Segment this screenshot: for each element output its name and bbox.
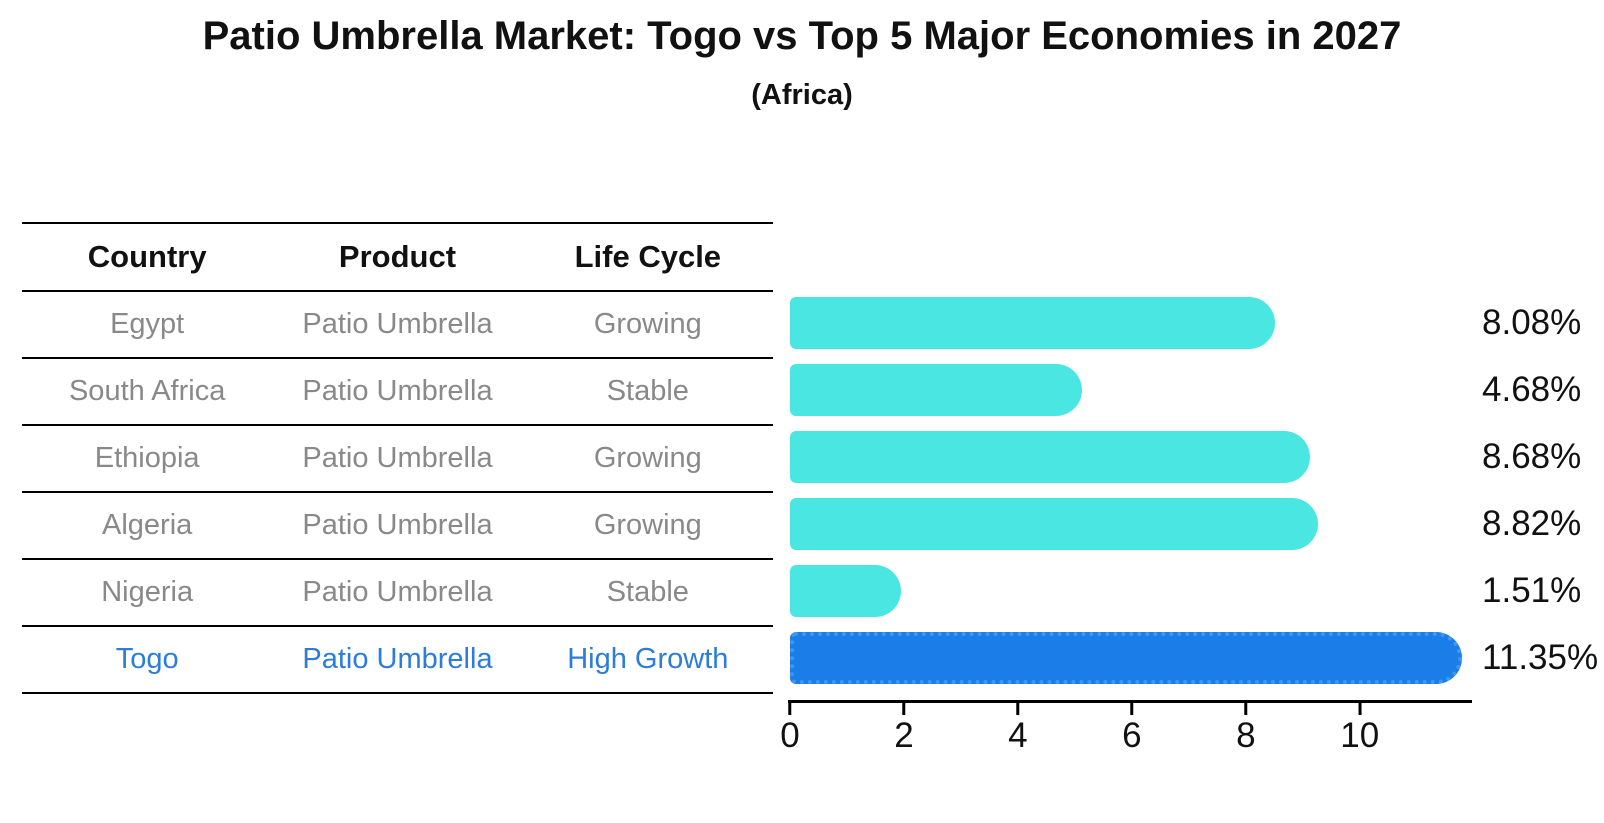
bar-row-nigeria: 1.51% [790,565,1581,617]
value-label-egypt: 8.08% [1482,303,1582,342]
x-tick-label: 4 [1008,716,1028,755]
cell-product: Patio Umbrella [302,643,493,675]
x-tick-2: 2 [894,702,914,756]
x-tick-4: 4 [1008,702,1028,756]
bar-ethiopia [790,431,1310,483]
x-tick-mark [788,702,792,715]
bar-togo-highlighted [790,632,1462,684]
table-row-ethiopia: Ethiopia Patio Umbrella Growing [22,426,773,493]
bar-row-ethiopia: 8.68% [790,431,1581,483]
chart-title: Patio Umbrella Market: Togo vs Top 5 Maj… [202,14,1402,58]
chart-subtitle: (Africa) [751,79,853,111]
x-tick-6: 6 [1122,702,1142,756]
cell-product: Patio Umbrella [302,308,493,340]
value-label-nigeria: 1.51% [1482,571,1582,610]
x-tick-mark [1130,702,1134,715]
value-label-togo: 11.35% [1482,638,1599,677]
cell-country: Togo [115,643,179,675]
table-header-life-cycle: Life Cycle [574,239,722,274]
bar-egypt [790,297,1276,349]
cell-country: Ethiopia [94,442,200,474]
x-tick-8: 8 [1236,702,1256,756]
cell-country: Egypt [110,308,185,340]
x-tick-mark [1244,702,1248,715]
bar-row-egypt: 8.08% [790,297,1581,349]
x-tick-label: 0 [780,716,800,755]
cell-life-cycle: High Growth [567,643,729,675]
cell-life-cycle: Growing [593,509,702,541]
table-header-product: Product [338,239,457,274]
table-row-togo: Togo Patio Umbrella High Growth [22,627,773,694]
x-tick-label: 6 [1122,716,1142,755]
x-tick-0: 0 [780,702,800,756]
cell-life-cycle: Stable [606,576,689,608]
x-tick-10: 10 [1340,702,1379,756]
cell-product: Patio Umbrella [302,509,493,541]
x-tick-label: 8 [1236,716,1256,755]
cell-life-cycle: Growing [593,442,702,474]
x-tick-mark [1016,702,1020,715]
table-row-nigeria: Nigeria Patio Umbrella Stable [22,560,773,627]
cell-life-cycle: Growing [593,308,702,340]
cell-product: Patio Umbrella [302,442,493,474]
x-tick-mark [1358,702,1362,715]
table-row-egypt: Egypt Patio Umbrella Growing [22,292,773,359]
x-axis-ticks: 0 2 4 6 8 10 [780,702,1468,772]
bar-nigeria [790,565,902,617]
cell-country: Nigeria [101,576,194,608]
bar-row-algeria: 8.82% [790,498,1581,550]
bar-row-togo: 11.35% [790,632,1598,684]
cell-life-cycle: Stable [606,375,689,407]
value-label-ethiopia: 8.68% [1482,437,1582,476]
table-header-row: Country Product Life Cycle [22,224,773,292]
table-row-south-africa: South Africa Patio Umbrella Stable [22,359,773,426]
cell-product: Patio Umbrella [302,576,493,608]
cell-product: Patio Umbrella [302,375,493,407]
value-label-algeria: 8.82% [1482,504,1582,543]
bar-south-africa [790,364,1082,416]
table-row-algeria: Algeria Patio Umbrella Growing [22,493,773,560]
x-tick-mark [902,702,906,715]
bar-chart: 8.08% 4.68% 8.68% 8.82% 1.51% 11.35% [790,222,1598,700]
value-label-south-africa: 4.68% [1482,370,1582,409]
x-axis-line [788,700,1472,703]
x-tick-label: 2 [894,716,914,755]
country-table: Country Product Life Cycle Egypt Patio U… [22,222,773,694]
cell-country: Algeria [102,509,193,541]
cell-country: South Africa [68,375,226,407]
x-tick-label: 10 [1340,716,1380,755]
bar-algeria [790,498,1318,550]
bar-row-south-africa: 4.68% [790,364,1581,416]
table-header-country: Country [87,239,207,274]
